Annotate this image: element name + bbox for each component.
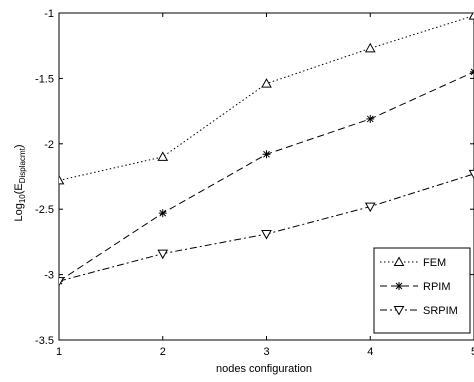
x-axis-label: nodes configuration: [216, 363, 312, 375]
srpim-point: [468, 169, 474, 180]
star-mark-stroke: [366, 115, 374, 123]
fem-point: [364, 42, 376, 53]
legend-marker-rpim: [395, 282, 403, 290]
y-tick-label: -1.5: [35, 73, 54, 85]
y-tick-label: -1: [44, 8, 54, 20]
legend-item-srpim: SRPIM: [380, 305, 458, 317]
srpim-point: [59, 277, 65, 287]
legend-label-rpim: RPIM: [423, 281, 451, 293]
fem-point: [157, 151, 169, 161]
x-tick-label: 4: [367, 346, 373, 358]
series-layer: [59, 13, 474, 287]
srpim-point: [261, 230, 272, 240]
y-tick-label: -2.5: [35, 204, 54, 216]
series-srpim: [59, 169, 474, 287]
star-mark-stroke: [470, 68, 474, 73]
series-fem: [59, 13, 474, 185]
srpim-point: [364, 202, 376, 213]
rpim-point: [366, 114, 375, 123]
star-mark-stroke: [395, 282, 403, 290]
legend-item-rpim: RPIM: [380, 281, 451, 293]
y-tick-label: -3: [44, 270, 54, 282]
x-tick-label: 2: [160, 346, 166, 358]
star-mark-stroke: [263, 150, 270, 158]
axis-ticks: [58, 12, 474, 341]
rpim-point: [158, 209, 167, 218]
legend: FEM RPIM SRPIM: [373, 247, 471, 334]
legend-marker-srpim: [393, 306, 405, 316]
x-tick-label: 3: [263, 346, 269, 358]
tick-labels: 1 2 3 4 5 -3.5 -3 -2.5 -2 -1.5 -1: [35, 8, 474, 358]
legend-marker-fem: [393, 256, 405, 266]
star-mark-stroke: [59, 280, 63, 285]
star-mark-stroke: [159, 209, 167, 217]
legend-label-srpim: SRPIM: [423, 305, 458, 317]
fem-point: [261, 78, 272, 88]
x-tick-label: 5: [471, 346, 474, 358]
legend-item-fem: FEM: [380, 256, 446, 269]
series-rpim: [59, 67, 474, 286]
y-axis-label: Log10(EDisplacmt): [13, 144, 27, 221]
fem-point: [59, 174, 65, 185]
rpim-point: [262, 150, 271, 159]
legend-box: [373, 247, 471, 334]
x-tick-label: 1: [56, 346, 62, 358]
rpim-point: [470, 67, 474, 76]
y-tick-label: -2: [44, 139, 54, 151]
srpim-point: [157, 249, 169, 260]
y-tick-label: -3.5: [35, 335, 54, 347]
star-mark-stroke: [470, 71, 474, 76]
fem-point: [468, 13, 474, 20]
legend-label-fem: FEM: [423, 257, 446, 269]
